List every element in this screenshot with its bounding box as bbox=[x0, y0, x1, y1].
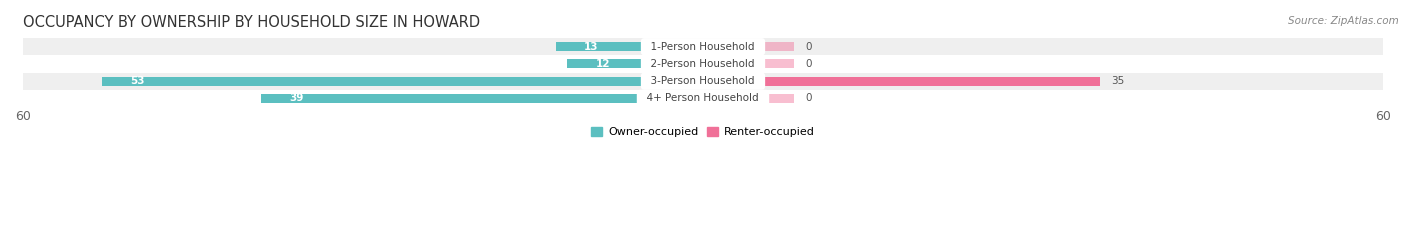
Bar bbox=[703, 94, 793, 103]
Text: 0: 0 bbox=[806, 42, 811, 52]
Bar bbox=[22, 55, 1384, 72]
Bar bbox=[22, 38, 1384, 55]
Bar bbox=[703, 59, 793, 69]
Bar bbox=[703, 77, 1099, 86]
Text: 0: 0 bbox=[806, 93, 811, 103]
Bar bbox=[22, 90, 1384, 107]
Text: 39: 39 bbox=[290, 93, 304, 103]
Text: OCCUPANCY BY OWNERSHIP BY HOUSEHOLD SIZE IN HOWARD: OCCUPANCY BY OWNERSHIP BY HOUSEHOLD SIZE… bbox=[22, 15, 479, 30]
Bar bbox=[103, 77, 703, 86]
Text: 13: 13 bbox=[583, 42, 599, 52]
Bar bbox=[555, 42, 703, 51]
Legend: Owner-occupied, Renter-occupied: Owner-occupied, Renter-occupied bbox=[592, 127, 814, 137]
Text: 35: 35 bbox=[1111, 76, 1125, 86]
Text: 1-Person Household: 1-Person Household bbox=[644, 42, 762, 52]
Text: 2-Person Household: 2-Person Household bbox=[644, 59, 762, 69]
Bar bbox=[567, 59, 703, 69]
Bar bbox=[703, 42, 793, 51]
Text: 4+ Person Household: 4+ Person Household bbox=[641, 93, 765, 103]
Text: 0: 0 bbox=[806, 59, 811, 69]
Text: 3-Person Household: 3-Person Household bbox=[644, 76, 762, 86]
Text: 53: 53 bbox=[131, 76, 145, 86]
Text: Source: ZipAtlas.com: Source: ZipAtlas.com bbox=[1288, 16, 1399, 26]
Bar bbox=[22, 72, 1384, 90]
Text: 12: 12 bbox=[595, 59, 610, 69]
Bar bbox=[262, 94, 703, 103]
